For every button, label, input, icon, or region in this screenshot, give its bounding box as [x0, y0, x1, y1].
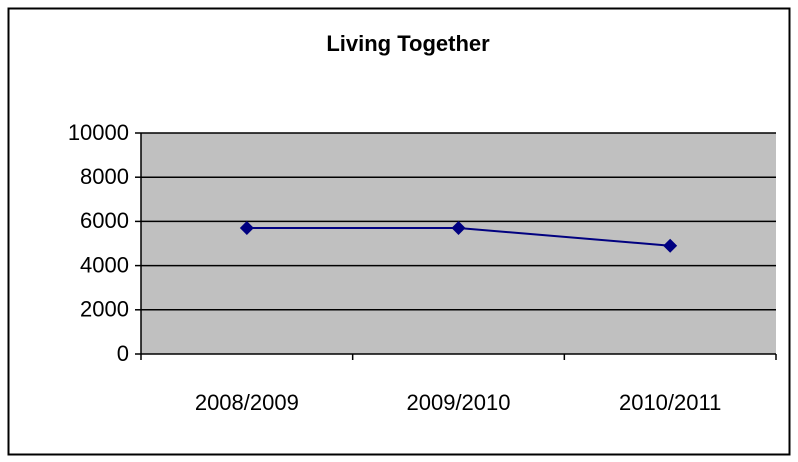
y-tick-label: 8000 — [80, 164, 129, 189]
chart-title: Living Together — [326, 31, 490, 56]
y-tick-label: 0 — [117, 341, 129, 366]
y-tick-label: 2000 — [80, 297, 129, 322]
y-tick-label: 10000 — [68, 120, 129, 145]
plot-area — [141, 133, 776, 354]
y-tick-label: 6000 — [80, 208, 129, 233]
x-tick-label: 2010/2011 — [619, 390, 721, 415]
data-point — [663, 238, 678, 253]
x-tick-label: 2008/2009 — [195, 390, 299, 415]
x-tick-label: 2009/2010 — [407, 390, 511, 415]
data-point — [239, 221, 254, 236]
data-point — [451, 221, 466, 236]
y-tick-label: 4000 — [80, 252, 129, 277]
